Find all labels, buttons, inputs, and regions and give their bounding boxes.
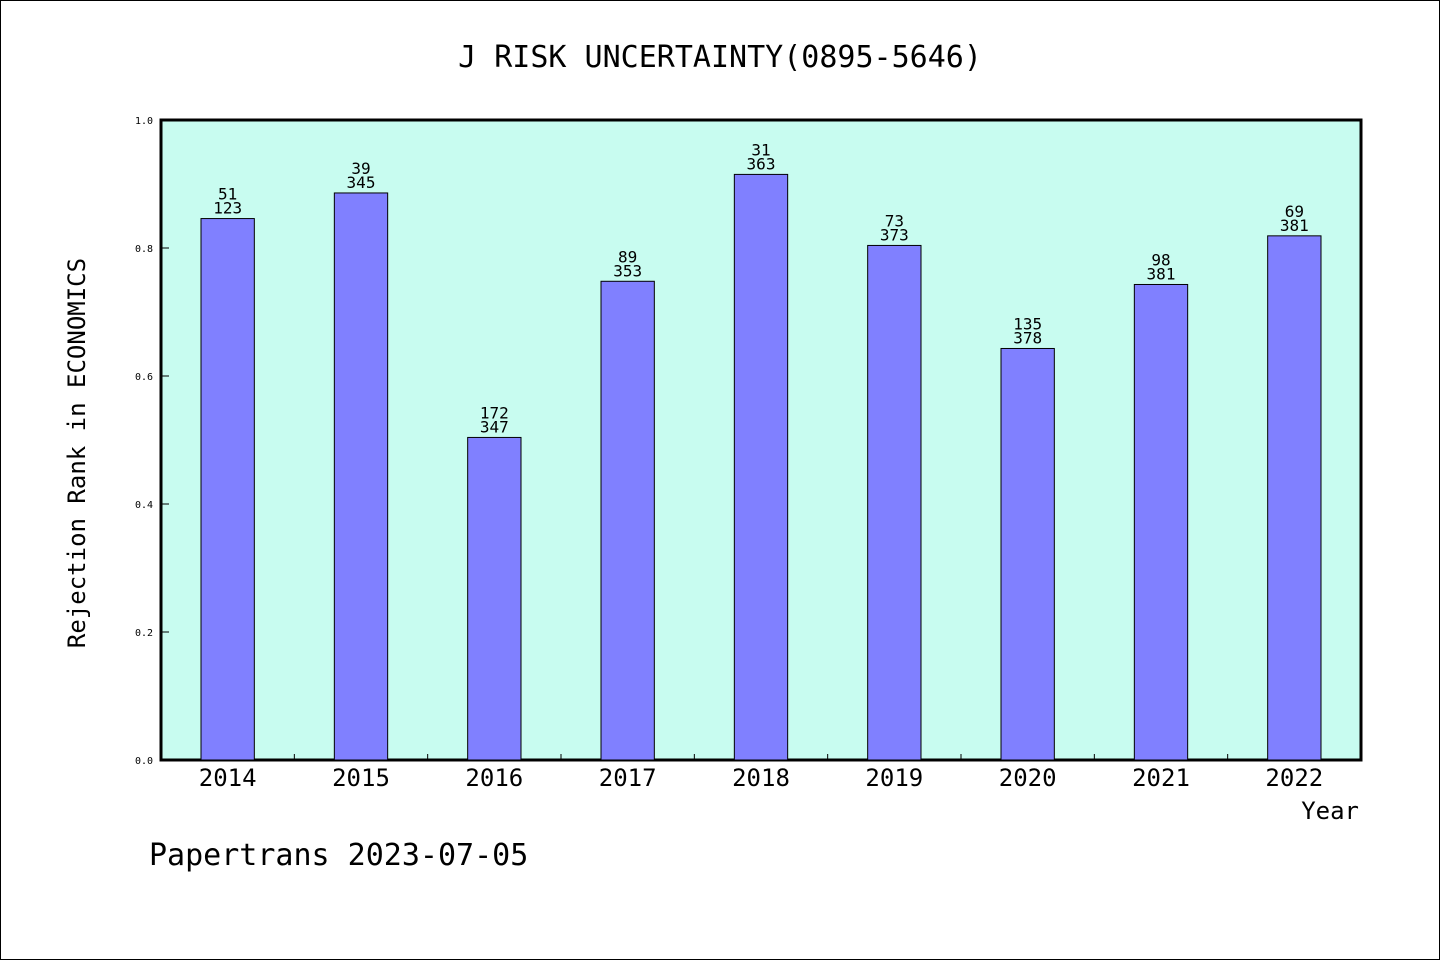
bar-label-bottom-2022: 381 bbox=[1280, 216, 1309, 235]
footer-credit: Papertrans 2023-07-05 bbox=[149, 838, 528, 873]
y-axis-label: Rejection Rank in ECONOMICS bbox=[63, 258, 91, 648]
x-axis-label: Year bbox=[1301, 797, 1359, 825]
y-tick-label-1: 0.2 bbox=[135, 628, 153, 639]
y-tick-label-3: 0.6 bbox=[135, 372, 153, 383]
x-tick-label-2017: 2017 bbox=[599, 764, 657, 792]
bars-group: 5112339345172347893533136373373135378983… bbox=[200, 140, 1322, 761]
y-tick-label-4: 0.8 bbox=[135, 244, 153, 255]
bar-label-bottom-2017: 353 bbox=[613, 261, 642, 280]
x-tick-label-2021: 2021 bbox=[1132, 764, 1190, 792]
bar-2018 bbox=[733, 173, 789, 761]
bar-label-bottom-2021: 381 bbox=[1147, 264, 1176, 283]
y-tick-label-0: 0.0 bbox=[135, 756, 153, 767]
bar-2017 bbox=[600, 280, 655, 761]
bar-2015 bbox=[333, 192, 389, 761]
x-tick-label-2016: 2016 bbox=[465, 764, 523, 792]
x-tick-label-2022: 2022 bbox=[1265, 764, 1323, 792]
x-tick-label-2020: 2020 bbox=[999, 764, 1057, 792]
bar-label-top-2016: 172 bbox=[480, 403, 509, 422]
chart-title: J RISK UNCERTAINTY(0895-5646) bbox=[458, 40, 982, 75]
bar-label-bottom-2014: 123 bbox=[213, 199, 242, 218]
bar-2016 bbox=[467, 436, 522, 761]
bar-label-bottom-2018: 363 bbox=[747, 154, 776, 173]
bar-2020 bbox=[1000, 347, 1055, 761]
bar-label-bottom-2020: 378 bbox=[1013, 328, 1042, 347]
bar-label-bottom-2015: 345 bbox=[347, 173, 376, 192]
bar-label-top-2020: 135 bbox=[1013, 314, 1042, 333]
bar-2022 bbox=[1267, 235, 1322, 761]
x-tick-label-2015: 2015 bbox=[332, 764, 390, 792]
bar-label-top-2017: 89 bbox=[618, 247, 637, 266]
y-tick-label-2: 0.4 bbox=[135, 500, 153, 511]
bar-label-top-2021: 98 bbox=[1151, 250, 1170, 269]
x-tick-label-2014: 2014 bbox=[199, 764, 257, 792]
bar-label-top-2018: 31 bbox=[751, 140, 770, 159]
bar-2019 bbox=[867, 244, 922, 761]
bar-2021 bbox=[1133, 283, 1189, 761]
bar-label-top-2015: 39 bbox=[351, 159, 370, 178]
bar-label-top-2022: 69 bbox=[1285, 202, 1304, 221]
bar-label-bottom-2016: 347 bbox=[480, 417, 509, 436]
y-axis: 0.0 0.2 0.4 0.6 0.8 1.0 bbox=[135, 116, 169, 767]
bar-label-top-2019: 73 bbox=[885, 211, 904, 230]
bar-label-top-2014: 51 bbox=[218, 185, 237, 204]
x-tick-label-2018: 2018 bbox=[732, 764, 790, 792]
x-axis: 2014 2015 2016 2017 2018 2019 2020 2021 2022 bbox=[199, 754, 1323, 792]
x-tick-label-2019: 2019 bbox=[865, 764, 923, 792]
bar-label-bottom-2019: 373 bbox=[880, 225, 909, 244]
bar-2014 bbox=[200, 218, 255, 761]
y-tick-label-5: 1.0 bbox=[135, 116, 153, 127]
